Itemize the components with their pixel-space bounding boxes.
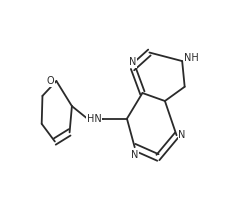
Text: N: N — [131, 150, 138, 160]
Text: N: N — [129, 57, 137, 67]
Text: N: N — [178, 130, 186, 140]
Text: HN: HN — [87, 114, 101, 124]
Text: O: O — [47, 76, 54, 86]
Text: NH: NH — [184, 53, 199, 63]
